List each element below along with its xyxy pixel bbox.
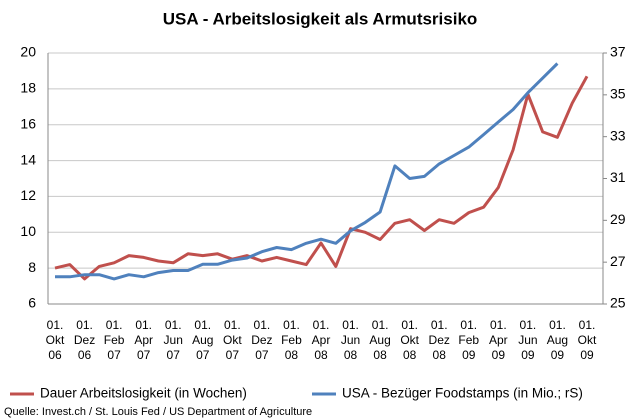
x-tick-label: 01. Apr 08 [312,318,331,362]
x-tick-label: 01. Feb 08 [281,318,302,362]
x-tick-label: 01. Apr 07 [134,318,153,362]
x-tick-label: 01. Okt 08 [400,318,419,362]
y-tick-label: 14 [20,151,36,167]
y-tick-label: 20 [20,44,36,60]
x-tick-label: 01. Okt 09 [578,318,597,362]
y-tick-label: 10 [20,223,36,239]
x-tick-label: 01. Jun 09 [518,318,537,362]
y2-tick-label: 25 [610,295,626,311]
y2-tick-label: 29 [610,211,626,227]
y2-tick-label: 27 [610,253,626,269]
y2-tick-label: 31 [610,169,626,185]
x-tick-label: 01. Jun 08 [341,318,360,362]
line-series [55,62,559,281]
x-tick-label: 01. Dez 06 [74,318,95,362]
y-tick-label: 12 [20,187,36,203]
y-tick-label: 8 [28,259,36,275]
y-tick-label: 18 [20,80,36,96]
x-tick-label: 01. Aug 07 [192,318,213,362]
x-tick-label: 01. Jun 07 [164,318,183,362]
x-tick-label: 01. Dez 08 [429,318,450,362]
chart-title: USA - Arbeitslosigkeit als Armutsrisiko [163,9,478,28]
legend-label: Dauer Arbeitslosigkeit (in Wochen) [40,386,247,401]
y2-tick-label: 33 [610,127,626,143]
line-series [54,75,589,281]
y2-tick-label: 35 [610,86,626,102]
source: Quelle: Invest.ch / St. Louis Fed / US D… [4,406,312,418]
x-tick-label: 01. Apr 09 [489,318,508,362]
legend-label: USA - Bezüger Foodstamps (in Mio.; rS) [342,386,583,401]
y-tick-label: 6 [28,295,36,311]
y-tick-label: 16 [20,115,36,131]
x-tick-label: 01. Aug 08 [369,318,390,362]
x-tick-label: 01. Feb 09 [458,318,479,362]
x-tick-label: 01. Dez 07 [251,318,272,362]
x-tick-label: 01. Feb 07 [104,318,125,362]
x-tick-label: 01. Aug 09 [547,318,568,362]
y2-tick-label: 37 [610,44,626,60]
x-tick-label: 01. Okt 07 [223,318,242,362]
x-tick-label: 01. Okt 06 [46,318,65,362]
